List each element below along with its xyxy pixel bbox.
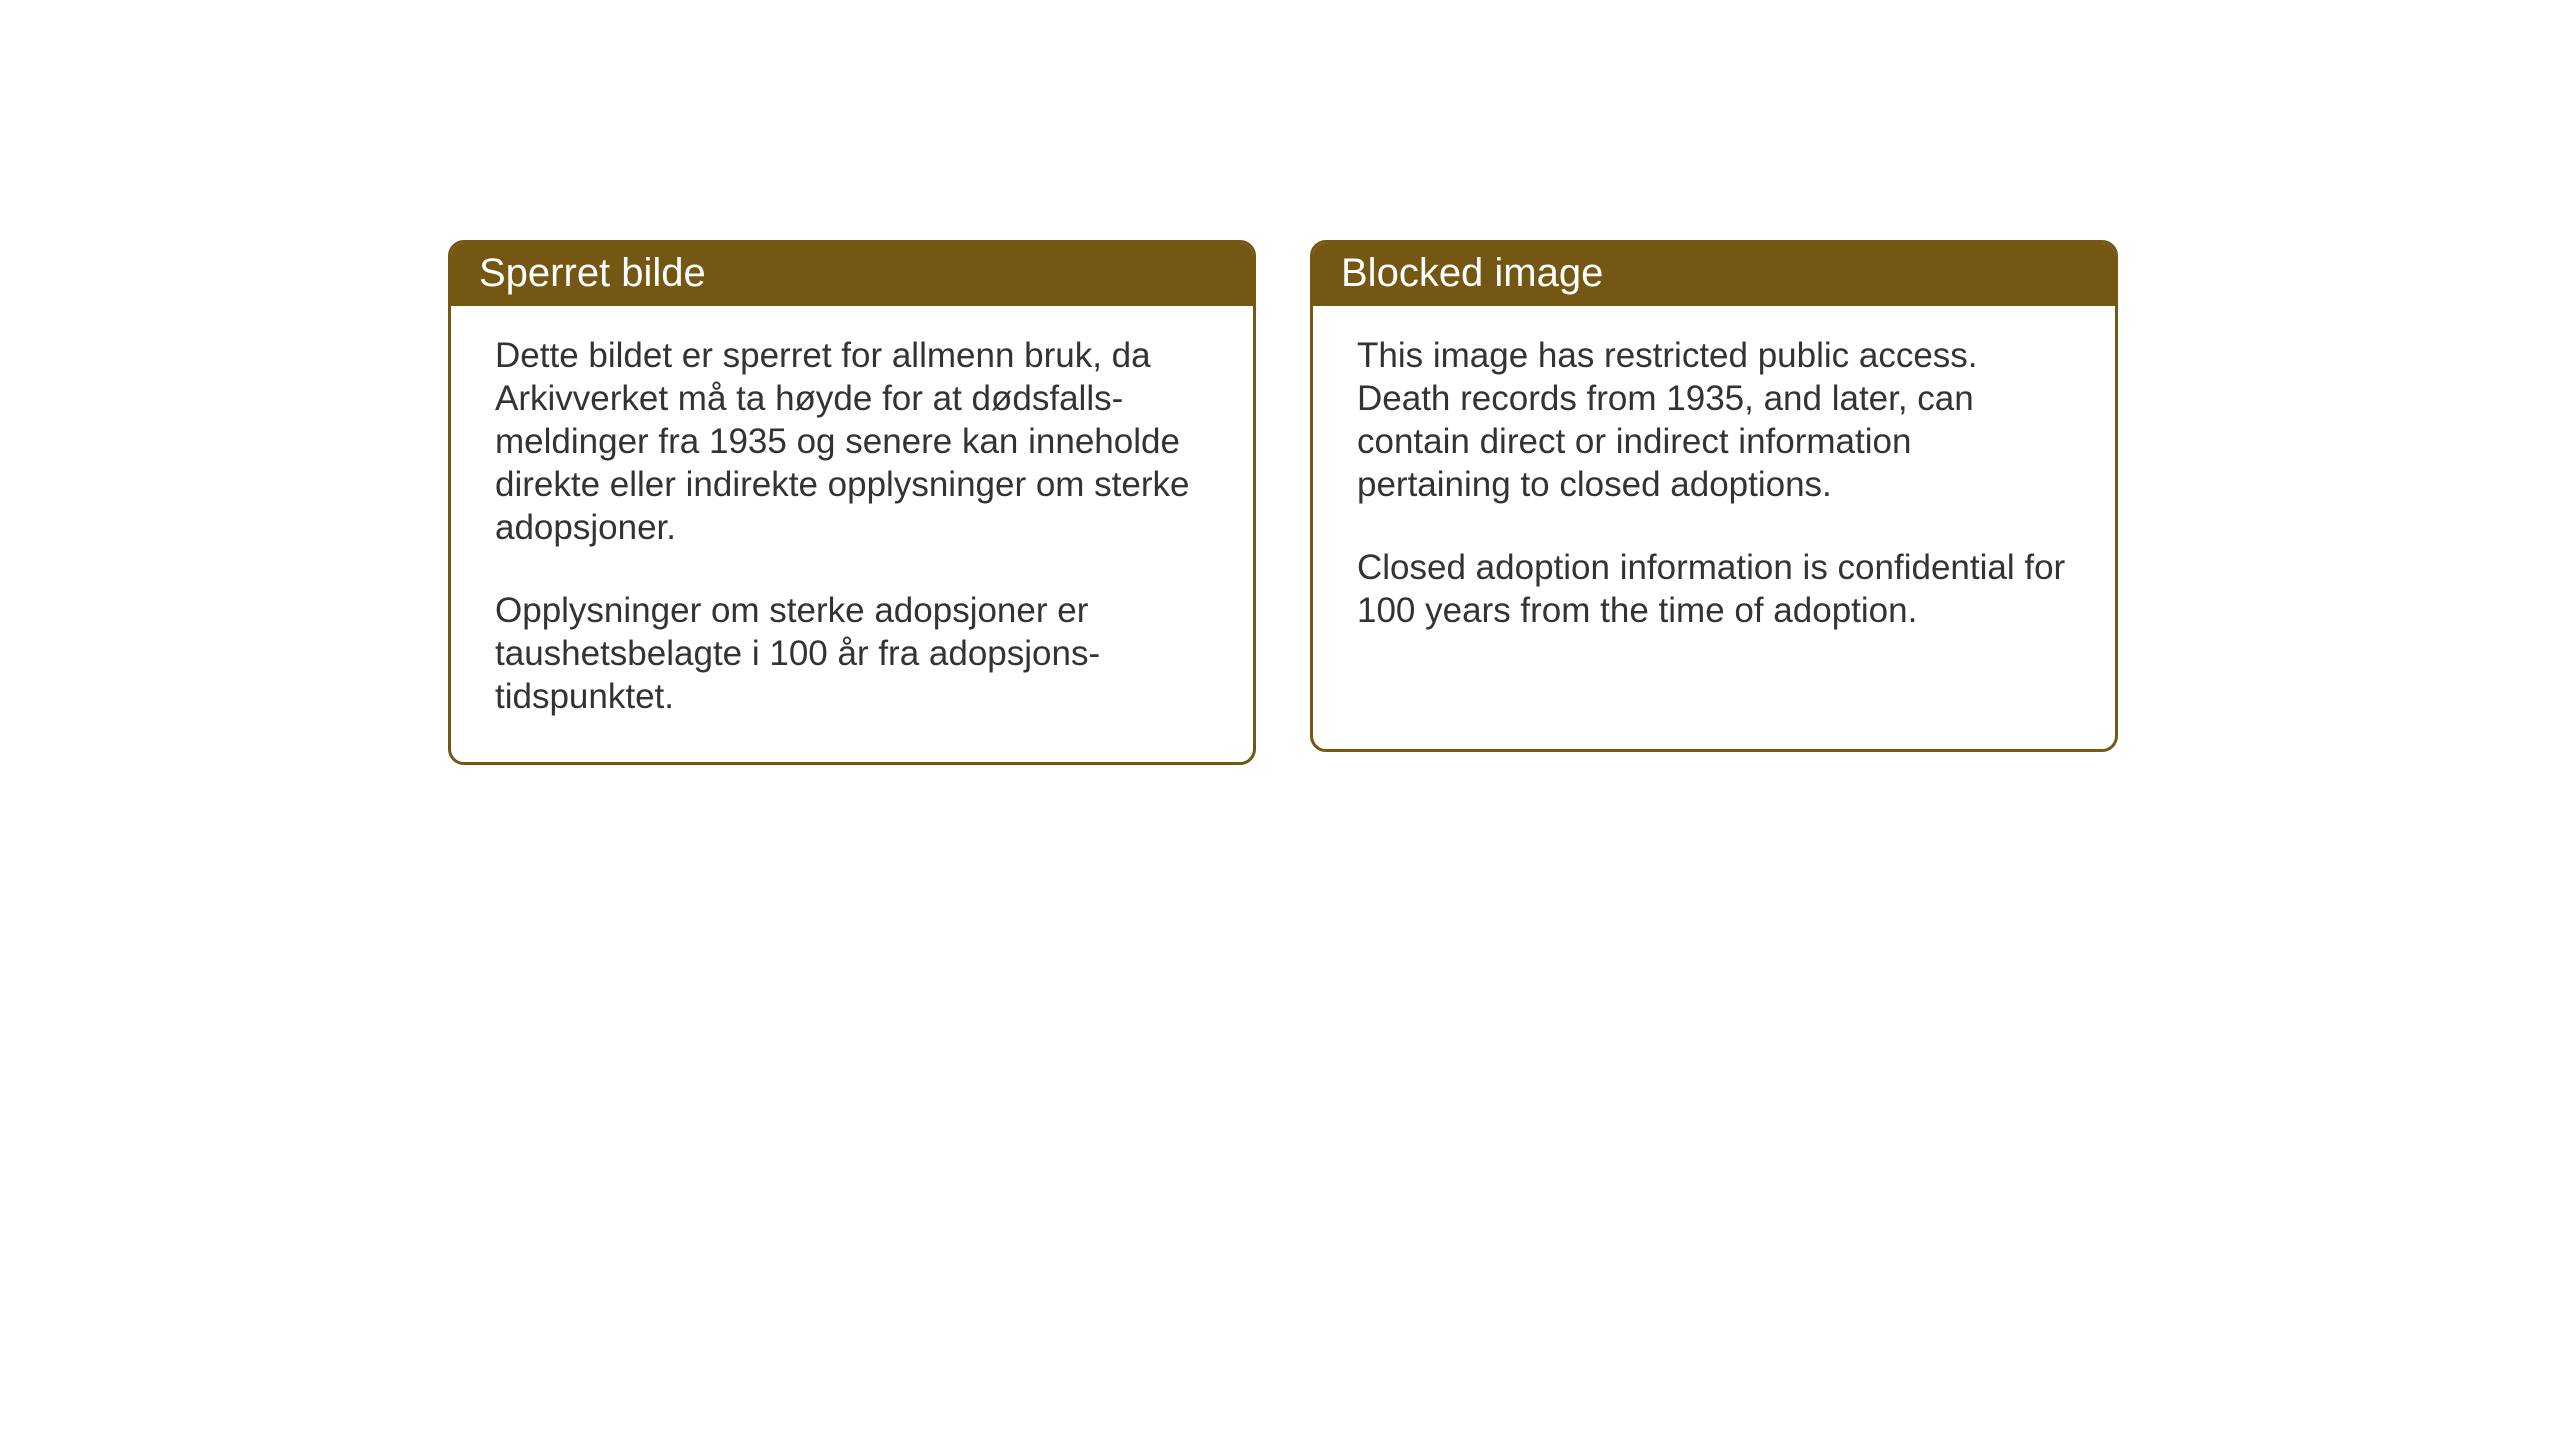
norwegian-paragraph-1: Dette bildet er sperret for allmenn bruk… <box>495 334 1209 549</box>
english-notice-card: Blocked image This image has restricted … <box>1310 240 2118 752</box>
norwegian-notice-card: Sperret bilde Dette bildet er sperret fo… <box>448 240 1256 765</box>
notice-container: Sperret bilde Dette bildet er sperret fo… <box>448 240 2118 765</box>
english-card-body: This image has restricted public access.… <box>1313 306 2115 676</box>
norwegian-paragraph-2: Opplysninger om sterke adopsjoner er tau… <box>495 589 1209 718</box>
norwegian-card-body: Dette bildet er sperret for allmenn bruk… <box>451 306 1253 762</box>
english-paragraph-1: This image has restricted public access.… <box>1357 334 2071 506</box>
english-card-title: Blocked image <box>1313 243 2115 306</box>
english-paragraph-2: Closed adoption information is confident… <box>1357 546 2071 632</box>
norwegian-card-title: Sperret bilde <box>451 243 1253 306</box>
